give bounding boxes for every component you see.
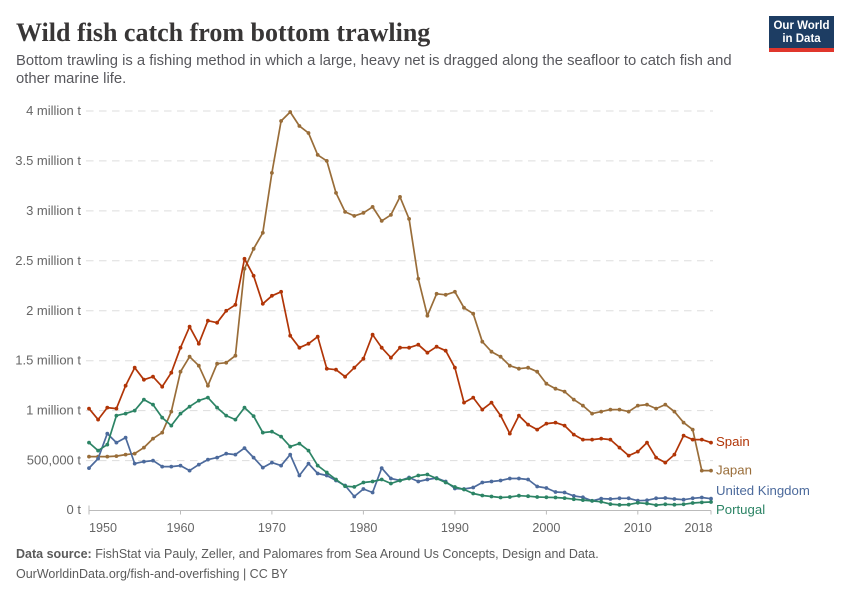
svg-text:1960: 1960 [166, 521, 194, 535]
svg-text:1970: 1970 [258, 521, 286, 535]
svg-text:2018: 2018 [684, 521, 712, 535]
svg-text:1990: 1990 [441, 521, 469, 535]
svg-text:500,000 t: 500,000 t [27, 453, 82, 468]
svg-text:Japan: Japan [716, 463, 752, 478]
svg-text:2 million t: 2 million t [26, 303, 81, 318]
svg-text:United Kingdom: United Kingdom [716, 483, 810, 498]
svg-text:2.5 million t: 2.5 million t [15, 253, 81, 268]
svg-text:1980: 1980 [349, 521, 377, 535]
svg-text:4 million t: 4 million t [26, 103, 81, 118]
svg-text:1950: 1950 [89, 521, 117, 535]
svg-text:3.5 million t: 3.5 million t [15, 153, 81, 168]
svg-text:Spain: Spain [716, 434, 750, 449]
svg-text:0 t: 0 t [67, 502, 82, 517]
svg-text:3 million t: 3 million t [26, 203, 81, 218]
svg-text:1 million t: 1 million t [26, 403, 81, 418]
svg-text:Portugal: Portugal [716, 502, 765, 517]
svg-text:2000: 2000 [532, 521, 560, 535]
svg-text:1.5 million t: 1.5 million t [15, 353, 81, 368]
svg-text:2010: 2010 [624, 521, 652, 535]
